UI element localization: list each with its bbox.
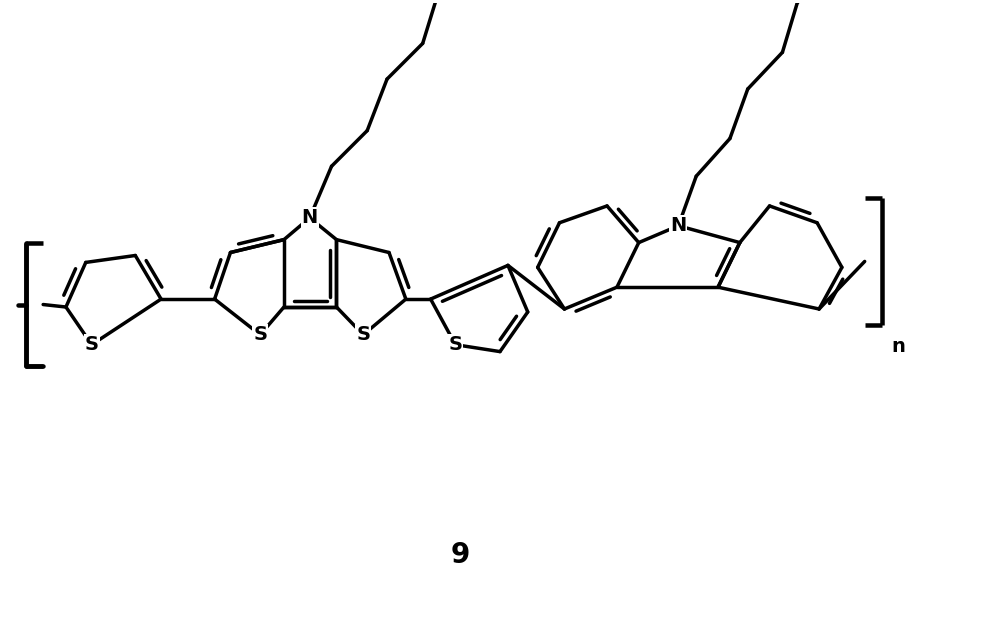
Text: 9: 9 bbox=[451, 540, 470, 569]
Text: S: S bbox=[356, 325, 370, 344]
Text: S: S bbox=[448, 335, 462, 354]
Text: n: n bbox=[891, 337, 905, 356]
Text: S: S bbox=[253, 325, 267, 344]
Text: S: S bbox=[85, 335, 99, 354]
Text: N: N bbox=[670, 216, 687, 235]
Text: N: N bbox=[302, 209, 318, 227]
